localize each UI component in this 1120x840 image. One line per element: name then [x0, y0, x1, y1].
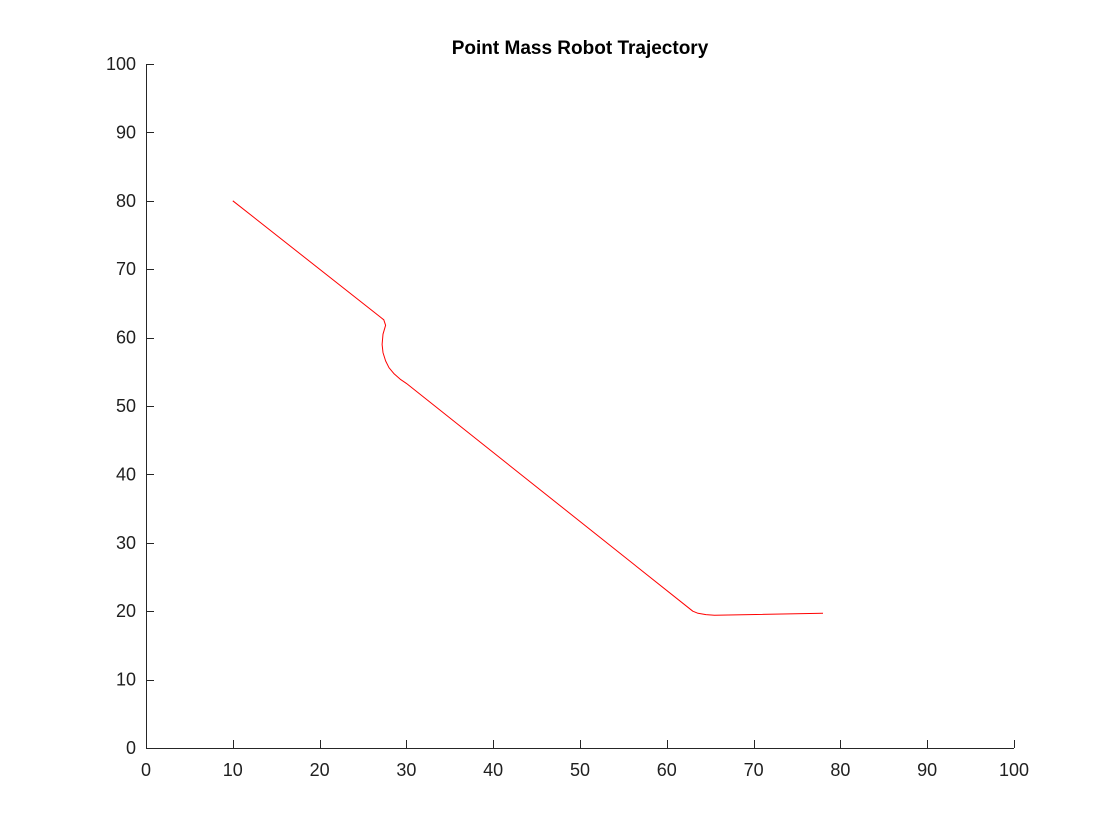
x-tick-label: 90: [917, 760, 937, 780]
x-tick-label: 0: [141, 760, 151, 780]
y-tick-label: 70: [116, 259, 136, 279]
x-tick-label: 70: [744, 760, 764, 780]
y-tick-label: 90: [116, 122, 136, 142]
y-tick-label: 0: [126, 738, 136, 758]
y-tick-label: 50: [116, 396, 136, 416]
y-tick-label: 100: [106, 54, 136, 74]
y-tick-label: 30: [116, 533, 136, 553]
plot-series: [232, 200, 824, 616]
chart-title: Point Mass Robot Trajectory: [452, 38, 709, 59]
x-tick-label: 30: [396, 760, 416, 780]
y-tick-label: 10: [116, 670, 136, 690]
y-tick-label: 40: [116, 464, 136, 484]
x-tick-label: 100: [999, 760, 1029, 780]
x-tick-label: 50: [570, 760, 590, 780]
x-tick-label: 80: [830, 760, 850, 780]
trajectory-line: [232, 200, 824, 616]
x-tick-label: 60: [657, 760, 677, 780]
y-tick-label: 20: [116, 601, 136, 621]
x-tick-label: 20: [310, 760, 330, 780]
y-tick-label: 60: [116, 328, 136, 348]
y-axis: 0 10 20 30 40 50 60 70 80 90 100: [106, 54, 154, 758]
x-tick-label: 10: [223, 760, 243, 780]
x-axis: 0 10 20 30 40 50 60 70 80 90 100: [141, 740, 1029, 780]
y-tick-label: 80: [116, 191, 136, 211]
x-tick-label: 40: [483, 760, 503, 780]
